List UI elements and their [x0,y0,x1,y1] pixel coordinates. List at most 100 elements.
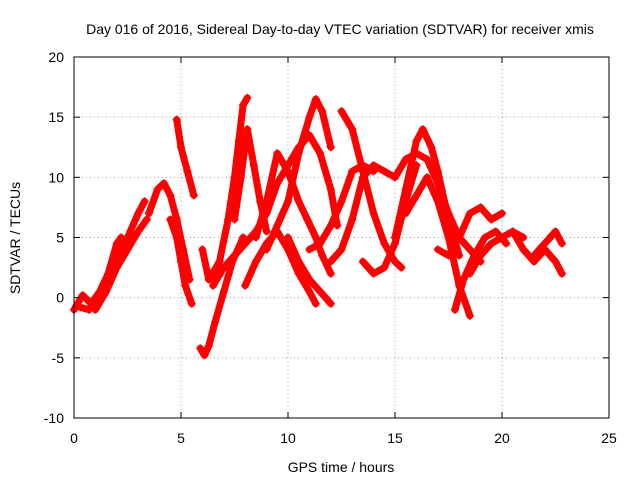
data-point [465,245,474,254]
y-tick-label: 5 [56,230,64,246]
data-point [311,299,320,308]
data-point [465,209,474,218]
data-point [491,227,500,236]
data-point [423,173,432,182]
data-point [433,245,442,254]
data-point [204,275,213,284]
x-tick-label: 0 [70,430,78,446]
data-point [316,239,325,248]
data-point [294,143,303,152]
data-point [337,197,346,206]
data-point [318,251,327,260]
data-point [239,101,248,110]
y-tick-label: 20 [48,49,64,65]
series-arc-9 [230,125,271,236]
data-point [369,161,378,170]
data-point [423,155,432,164]
series-arc-17 [337,107,406,272]
data-point [284,161,292,170]
data-point [215,257,224,266]
data-point [412,137,421,146]
data-point [508,227,517,236]
data-point [502,239,511,248]
data-point [262,197,271,206]
y-tick-label: 15 [48,109,64,125]
data-point [557,239,566,248]
data-point [459,275,468,284]
data-point [249,161,258,170]
data-point [204,341,213,350]
series-arc-23 [433,203,506,260]
series-line [284,131,341,229]
data-point [239,233,248,242]
data-point [230,215,239,224]
data-point [243,93,252,102]
x-tick-label: 15 [387,430,403,446]
data-point [487,239,496,248]
data-point [465,269,474,278]
data-point [337,107,346,116]
data-point [273,179,282,188]
series-arc-27 [530,227,566,260]
data-point [159,179,168,188]
data-point [140,197,149,206]
series-line [263,95,335,253]
data-point [211,317,220,326]
data-point [318,107,327,116]
axis-ticks: 0 5 10 15 20 25 -10 -5 0 5 10 15 20 [44,49,617,446]
data-point [251,233,260,242]
data-point [519,233,528,242]
data-point [311,233,320,242]
data-point [142,215,151,224]
data-point [305,275,314,284]
data-point [391,257,399,266]
data-point [153,185,162,194]
data-point [183,167,192,176]
data-point [305,287,314,296]
series-arc-6 [172,115,198,200]
series-line [509,228,566,278]
data-point [455,233,464,242]
data-point [243,125,252,134]
x-tick-label: 20 [494,430,510,446]
data-point [380,167,389,176]
data-point [326,221,335,230]
data-point [358,257,367,266]
data-point [427,143,436,152]
data-point [262,227,271,236]
data-point [273,149,282,158]
data-point [326,299,335,308]
data-point [498,209,506,218]
data-point [294,269,303,278]
data-point [401,209,410,218]
data-point [305,245,314,254]
data-series [70,93,566,360]
data-point [177,257,185,266]
data-point [166,215,175,224]
series-line [209,161,292,290]
data-point [498,233,506,242]
data-point [284,197,292,206]
series-arc-3 [91,215,151,314]
data-point [236,173,245,182]
data-point [551,227,560,236]
data-point [303,215,312,224]
data-point [241,281,250,290]
data-point [455,251,464,260]
x-axis-label: GPS time / hours [288,459,395,475]
series-arc-5 [166,215,196,308]
data-point [305,131,314,140]
series-arc-26 [508,227,566,278]
data-point [380,263,389,272]
data-point [123,245,132,254]
data-point [262,245,271,254]
data-point [209,281,218,290]
data-point [412,191,421,200]
y-axis-label: SDTVAR / TECUs [7,182,23,294]
data-point [112,251,121,260]
data-point [476,203,485,212]
data-point [418,125,427,134]
data-point [465,311,474,320]
data-point [234,137,243,146]
x-tick-label: 5 [177,430,185,446]
